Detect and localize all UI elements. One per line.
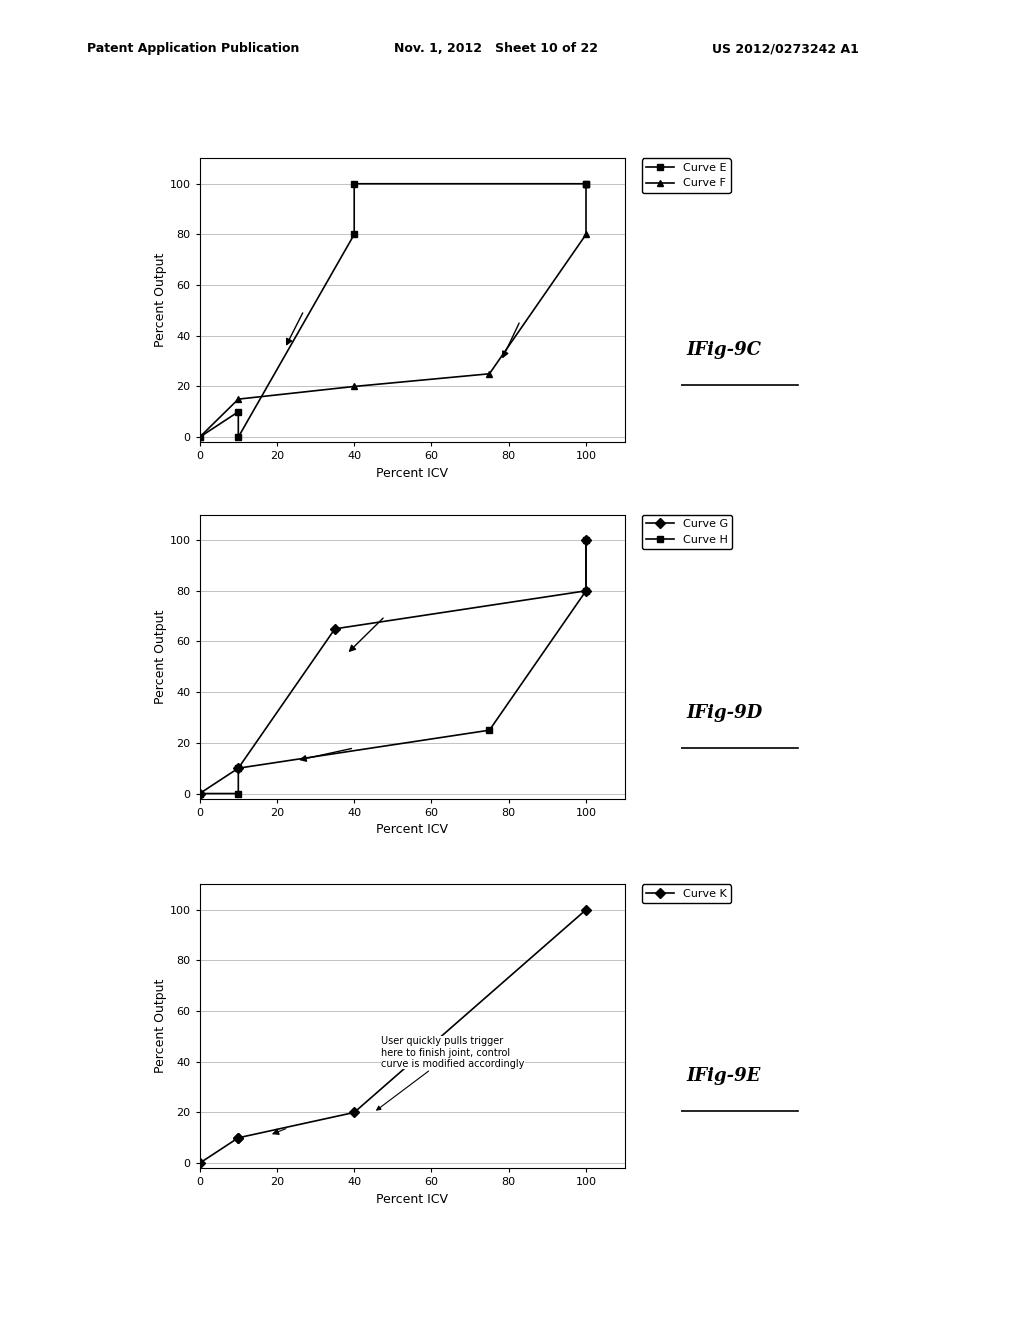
Y-axis label: Percent Output: Percent Output — [154, 610, 167, 704]
Curve G — [329, 620, 341, 636]
Text: User quickly pulls trigger
here to finish joint, control
curve is modified accor: User quickly pulls trigger here to finis… — [377, 1036, 524, 1110]
Text: IFig-9D: IFig-9D — [686, 704, 762, 722]
Curve E — [580, 176, 592, 191]
Curve K — [194, 1155, 206, 1171]
Text: Nov. 1, 2012   Sheet 10 of 22: Nov. 1, 2012 Sheet 10 of 22 — [394, 42, 598, 55]
Curve H — [194, 785, 206, 801]
Curve E — [580, 176, 592, 191]
Line: Curve H: Curve H — [197, 537, 590, 797]
Curve F — [232, 391, 245, 407]
Curve H — [580, 583, 592, 599]
Legend: Curve K: Curve K — [642, 884, 731, 903]
Curve E — [194, 429, 206, 445]
Text: IFig-9C: IFig-9C — [686, 341, 761, 359]
Curve K — [232, 1130, 245, 1146]
Curve F — [483, 366, 496, 381]
Curve H — [483, 722, 496, 738]
Line: Curve F: Curve F — [197, 181, 590, 441]
Curve F — [580, 227, 592, 243]
Curve E — [232, 404, 245, 420]
Curve E — [348, 176, 360, 191]
X-axis label: Percent ICV: Percent ICV — [376, 1193, 449, 1205]
Curve F — [348, 379, 360, 395]
Curve F — [580, 176, 592, 191]
Curve G — [232, 760, 245, 776]
Curve H — [580, 532, 592, 548]
Curve E — [348, 227, 360, 243]
Line: Curve K: Curve K — [197, 907, 590, 1167]
Text: Patent Application Publication: Patent Application Publication — [87, 42, 299, 55]
Curve F — [194, 429, 206, 445]
Text: IFig-9E: IFig-9E — [686, 1067, 761, 1085]
Text: US 2012/0273242 A1: US 2012/0273242 A1 — [712, 42, 858, 55]
Line: Curve E: Curve E — [197, 181, 590, 441]
Y-axis label: Percent Output: Percent Output — [154, 253, 167, 347]
Curve K — [580, 902, 592, 917]
Curve H — [232, 785, 245, 801]
Y-axis label: Percent Output: Percent Output — [154, 979, 167, 1073]
Curve K — [348, 1105, 360, 1121]
X-axis label: Percent ICV: Percent ICV — [376, 467, 449, 479]
Line: Curve G: Curve G — [197, 537, 590, 797]
Curve G — [580, 532, 592, 548]
Legend: Curve E, Curve F: Curve E, Curve F — [642, 158, 731, 193]
Curve G — [580, 583, 592, 599]
Legend: Curve G, Curve H: Curve G, Curve H — [642, 515, 732, 549]
Curve K — [232, 1130, 245, 1146]
Curve E — [232, 429, 245, 445]
Curve G — [194, 785, 206, 801]
Curve H — [232, 760, 245, 776]
X-axis label: Percent ICV: Percent ICV — [376, 824, 449, 836]
